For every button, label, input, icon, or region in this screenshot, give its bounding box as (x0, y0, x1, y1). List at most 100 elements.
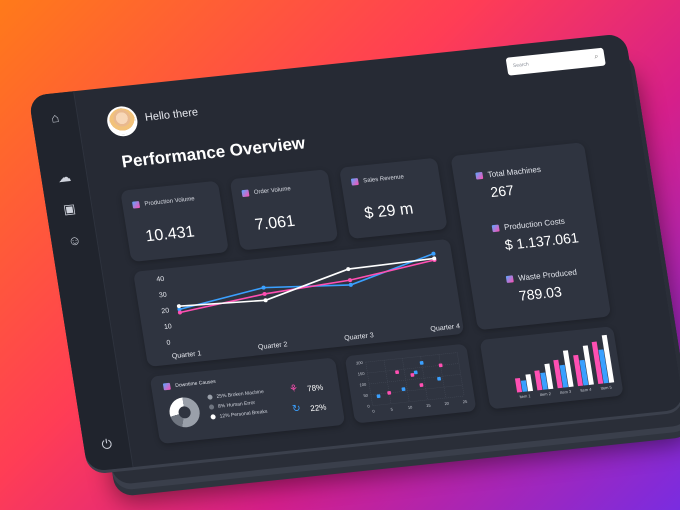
x-tick-label: Item 3 (560, 389, 573, 395)
kpi-label: Sales Revenue (362, 174, 405, 185)
kpi-label-wrap: Production Volume (132, 195, 195, 209)
x-tick-label: Item 1 (519, 393, 532, 399)
bar (562, 350, 574, 388)
scatter-point (419, 383, 424, 387)
x-tick-label: 5 (390, 407, 394, 412)
kpi-card-orders[interactable]: Order Volume 7.061 (229, 169, 339, 251)
y-tick-label: 0 (367, 403, 371, 408)
x-tick-label: Item 4 (580, 387, 593, 393)
bar (582, 345, 594, 385)
scatter-point (410, 373, 415, 377)
scatter-point (376, 394, 381, 399)
kpi-card-revenue[interactable]: Sales Revenue $ 29 m (339, 157, 448, 240)
line-point (346, 267, 351, 272)
legend-item: 12% Personal Breaks (210, 409, 268, 421)
side-stat-label: Production Costs (503, 216, 566, 232)
search-icon: ⌕ (593, 53, 599, 61)
line-point (431, 251, 436, 256)
side-stat-label: Total Machines (487, 164, 542, 180)
home-icon[interactable]: ⌂ (49, 109, 61, 126)
y-tick-label: 150 (357, 371, 365, 377)
avatar[interactable] (105, 104, 140, 138)
scatter-point (438, 363, 443, 368)
scatter-chart: 0 5 10 15 20 25 0 50 100 150 200 (356, 352, 468, 414)
bar (534, 370, 543, 391)
chip-icon (350, 177, 359, 186)
grid-line (367, 363, 459, 374)
scatter-point (387, 390, 392, 395)
x-tick-label: Item 2 (539, 391, 552, 397)
scatter-point (401, 387, 406, 392)
share-percent: 78% (306, 382, 324, 394)
line-chart: 0 10 20 30 40 Quarter 1 Quarter 2 Quarter 3 Quar… (156, 251, 461, 360)
search-input[interactable]: Search ⌕ (505, 47, 606, 76)
bar (591, 341, 604, 384)
legend-item: 8% Human Error (208, 400, 256, 411)
bar (544, 363, 554, 390)
x-tick-label: Item 5 (600, 385, 613, 391)
kpi-value: $ 29 m (363, 200, 415, 223)
chip-icon (132, 200, 141, 209)
downtime-title-wrap: Downtime Causes (162, 378, 217, 391)
kpi-label-wrap: Order Volume (241, 185, 291, 198)
legend-dot (208, 404, 215, 410)
main-content: Hello there Search ⌕ Performance Overvie… (74, 33, 680, 467)
line-point (261, 285, 266, 290)
legend-dot (207, 394, 213, 401)
y-tick-label: 100 (359, 382, 367, 388)
refresh-icon: ↻ (291, 403, 302, 416)
x-tick-label: 15 (426, 403, 432, 408)
line-series-2 (178, 257, 435, 307)
power-icon[interactable]: ⏻ (100, 436, 114, 453)
y-tick-label: 0 (166, 339, 171, 346)
downtime-title: Downtime Causes (174, 378, 217, 389)
scatter-chart-card: 0 5 10 15 20 25 0 50 100 150 200 (344, 343, 477, 424)
kpi-label-wrap: Sales Revenue (350, 173, 405, 186)
grid-line (438, 354, 447, 399)
side-stats-card: Total Machines 267 Production Costs $ 1.… (450, 142, 612, 331)
users-icon[interactable]: ☺ (66, 232, 83, 249)
line-point (263, 298, 268, 303)
line-point (348, 282, 353, 287)
y-tick-label: 10 (164, 323, 173, 331)
search-placeholder: Search (512, 61, 530, 70)
chip-icon (162, 382, 171, 391)
side-stat-value: 789.03 (517, 283, 563, 304)
bar (540, 372, 548, 390)
bar-chart: Item 1 Item 2 Item 3 Item 4 Item 5 (514, 334, 615, 399)
side-stat-label-wrap: Waste Produced (505, 267, 578, 284)
x-tick-label: Quarter 2 (258, 341, 289, 351)
grid-line (370, 384, 463, 396)
bar (553, 359, 563, 389)
line-point (262, 291, 267, 296)
bar (598, 349, 609, 384)
grid-line (365, 352, 458, 363)
bar (559, 364, 569, 388)
legend-label: 25% Broken Machine (216, 389, 265, 400)
x-tick-label: 10 (407, 404, 413, 409)
y-tick-label: 20 (161, 307, 170, 315)
bar (520, 380, 528, 392)
x-tick-label: Quarter 1 (171, 350, 202, 360)
dashboard-window: ⌂ ☁ ▣ ☺ ⏻ Hello there Search ⌕ Performan… (28, 33, 680, 472)
line-point (177, 307, 182, 312)
kpi-card-production[interactable]: Production Volume 10.431 (120, 180, 229, 263)
side-stat-label: Waste Produced (517, 267, 578, 283)
grid-line (420, 356, 428, 400)
briefcase-icon[interactable]: ▣ (62, 200, 77, 217)
cloud-icon[interactable]: ☁ (56, 169, 73, 186)
legend-dot (210, 414, 217, 420)
line-point (177, 310, 182, 315)
line-point (176, 304, 181, 309)
side-stat-label-wrap: Total Machines (475, 164, 542, 181)
x-tick-label: 0 (372, 408, 376, 413)
bar-chart-card: Item 1 Item 2 Item 3 Item 4 Item 5 (479, 326, 624, 410)
x-tick-label: Quarter 3 (344, 332, 375, 342)
bar (525, 374, 534, 392)
grid-line (456, 352, 465, 397)
grid-line (369, 374, 461, 385)
scatter-point (437, 376, 442, 381)
page-title: Performance Overview (120, 133, 307, 172)
side-stat-value: $ 1.137.061 (503, 229, 580, 253)
refresh-percent: 22% (309, 402, 328, 414)
